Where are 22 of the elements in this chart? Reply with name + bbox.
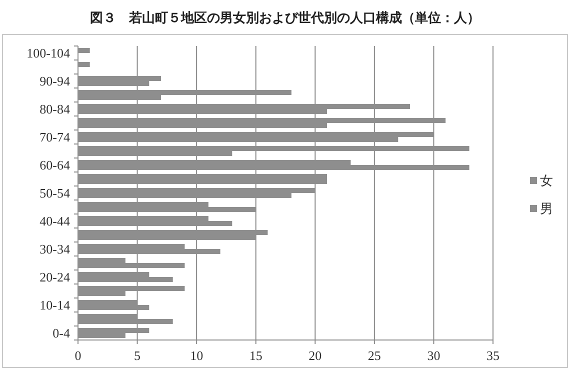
x-tick-label: 35 (486, 348, 500, 363)
y-tick-label: 40-44 (40, 214, 70, 228)
y-tick-label: 50-54 (40, 186, 70, 200)
x-tick-label: 5 (134, 348, 141, 363)
y-tick-label: 20-24 (40, 270, 70, 284)
y-tick-label: 100-104 (26, 46, 70, 60)
x-tick-label: 15 (249, 348, 262, 363)
legend-label: 男 (540, 201, 553, 216)
y-tick-label: 10-14 (40, 298, 70, 312)
x-tick-label: 10 (190, 348, 204, 363)
x-tick-label: 20 (308, 348, 322, 363)
x-tick-label: 25 (368, 348, 381, 363)
y-tick-label: 0-4 (52, 326, 70, 340)
y-tick-label: 30-34 (40, 242, 70, 256)
y-tick-label: 90-94 (40, 74, 70, 88)
legend-label: 女 (540, 173, 553, 188)
x-tick-label: 0 (74, 348, 82, 363)
y-tick-label: 70-74 (40, 130, 70, 144)
y-tick-label: 60-64 (40, 158, 70, 172)
chart-title: 図３ 若山町５地区の男女別および世代別の人口構成（単位：人） (90, 10, 480, 25)
x-tick-label: 30 (427, 348, 440, 363)
y-tick-label: 80-84 (40, 102, 70, 116)
